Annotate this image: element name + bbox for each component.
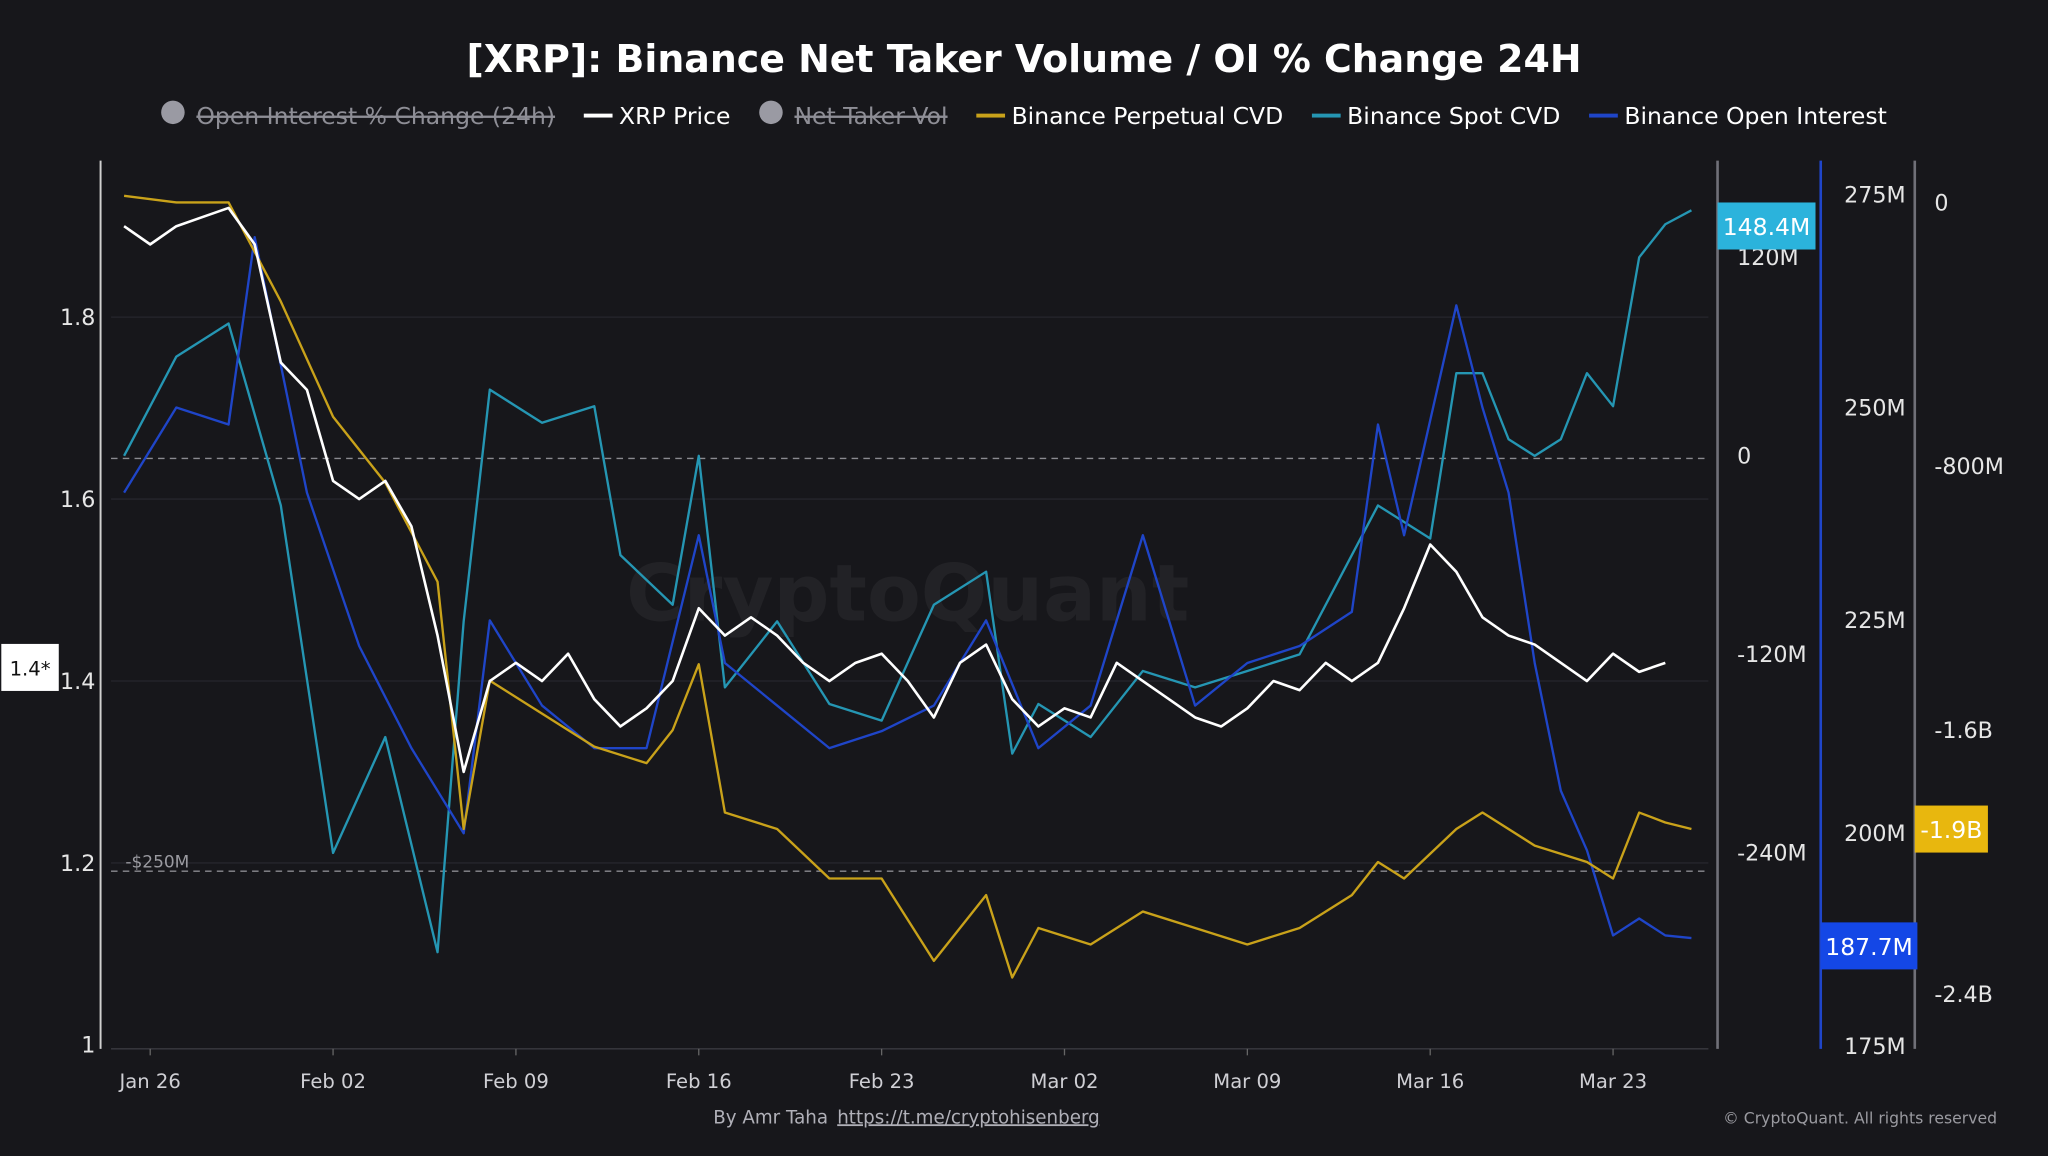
oi-tick: 175M xyxy=(1844,1034,1906,1060)
legend-line-icon xyxy=(1311,113,1341,118)
legend-dot-icon xyxy=(161,100,185,125)
legend: Open Interest % Change (24h) XRP Price Net… xyxy=(161,100,1887,131)
legend-label: XRP Price xyxy=(619,102,730,130)
legend-label: Binance Open Interest xyxy=(1624,102,1886,130)
copyright: © CryptoQuant. All rights reserved xyxy=(1723,1108,1997,1127)
chart-title: [XRP]: Binance Net Taker Volume / OI % C… xyxy=(466,37,1581,81)
axes: 11.21.41.61.81.4*120M0-120M-240M275M250M… xyxy=(1,160,2004,1093)
spot-cvd-tick: -120M xyxy=(1737,642,1807,668)
x-tick-label: Mar 02 xyxy=(1030,1070,1098,1093)
svg-text:148.4M: 148.4M xyxy=(1723,213,1811,241)
series-binance-open-interest xyxy=(123,236,1692,940)
x-tick-label: Feb 23 xyxy=(849,1070,915,1093)
oi-current-badge: 187.7M xyxy=(1820,922,1918,970)
watermark: CryptoQuant xyxy=(626,548,1189,639)
perp-cvd-tick: -800M xyxy=(1934,454,2004,480)
spot-cvd-tick: 0 xyxy=(1737,444,1751,470)
price-tick: 1.6 xyxy=(60,487,95,513)
series-xrp-price xyxy=(123,206,1666,774)
perp-cvd-tick: 0 xyxy=(1934,190,1948,216)
price-tick: 1 xyxy=(81,1033,95,1059)
oi-tick: 225M xyxy=(1844,608,1906,634)
oi-tick: 200M xyxy=(1844,821,1906,847)
perp-cvd-current-badge: -1.9B xyxy=(1914,805,1988,853)
legend-label: Binance Spot CVD xyxy=(1347,102,1560,130)
footer-author: By Amr Taha xyxy=(713,1107,828,1128)
perp-cvd-tick: -2.4B xyxy=(1934,982,1993,1008)
spot-cvd-current-badge: 148.4M xyxy=(1717,202,1816,250)
oi-tick: 275M xyxy=(1844,182,1906,208)
legend-label: Open Interest % Change (24h) xyxy=(196,102,555,130)
perp-cvd-tick: -1.6B xyxy=(1934,718,1993,744)
footer-link[interactable]: https://t.me/cryptohisenberg xyxy=(837,1107,1100,1128)
x-tick-label: Feb 09 xyxy=(483,1070,549,1093)
legend-item-5[interactable]: Binance Open Interest xyxy=(1589,102,1887,130)
legend-label: Net Taker Vol xyxy=(794,102,947,130)
svg-text:187.7M: 187.7M xyxy=(1825,933,1913,961)
price-tick: 1.2 xyxy=(60,851,95,877)
series-layer xyxy=(123,194,1692,979)
legend-item-3[interactable]: Binance Perpetual CVD xyxy=(976,102,1283,130)
x-tick-label: Feb 02 xyxy=(300,1070,366,1093)
legend-item-4[interactable]: Binance Spot CVD xyxy=(1311,102,1560,130)
x-tick-label: Mar 23 xyxy=(1579,1070,1647,1093)
legend-dot-icon xyxy=(759,100,783,125)
price-tick: 1.8 xyxy=(60,305,95,331)
x-tick-label: Mar 16 xyxy=(1396,1070,1464,1093)
legend-label: Binance Perpetual CVD xyxy=(1012,102,1284,130)
series-binance-perpetual-cvd xyxy=(123,194,1692,979)
legend-line-icon xyxy=(976,113,1006,118)
oi-tick: 250M xyxy=(1844,395,1906,421)
legend-item-1[interactable]: XRP Price xyxy=(583,102,731,130)
legend-line-icon xyxy=(1589,113,1618,118)
series-binance-spot-cvd xyxy=(123,209,1692,954)
legend-item-2[interactable]: Net Taker Vol xyxy=(759,100,948,131)
x-tick-label: Mar 09 xyxy=(1213,1070,1281,1093)
spot-cvd-tick: -240M xyxy=(1737,841,1807,867)
x-tick-label: Jan 26 xyxy=(118,1070,181,1093)
svg-text:-1.9B: -1.9B xyxy=(1920,816,1982,844)
svg-text:1.4*: 1.4* xyxy=(10,657,51,680)
legend-line-icon xyxy=(583,113,613,118)
price-current-badge: 1.4* xyxy=(1,643,59,691)
reference-label: -$250M xyxy=(125,852,189,872)
x-tick-label: Feb 16 xyxy=(666,1070,732,1093)
price-tick: 1.4 xyxy=(60,669,95,695)
legend-item-0[interactable]: Open Interest % Change (24h) xyxy=(161,100,555,131)
